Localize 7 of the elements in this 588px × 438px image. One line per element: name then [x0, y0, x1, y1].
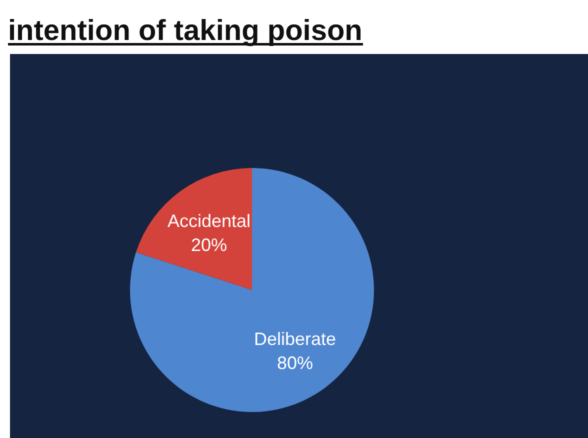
pie-slice [136, 168, 252, 290]
chart-title: intention of taking poison [8, 15, 362, 47]
slice-label: Accidental [167, 210, 251, 231]
slice-label: Deliberate [254, 329, 336, 350]
data-label: 80% [277, 353, 314, 374]
data-label: 20% [190, 234, 227, 255]
pie-slice [130, 168, 374, 412]
